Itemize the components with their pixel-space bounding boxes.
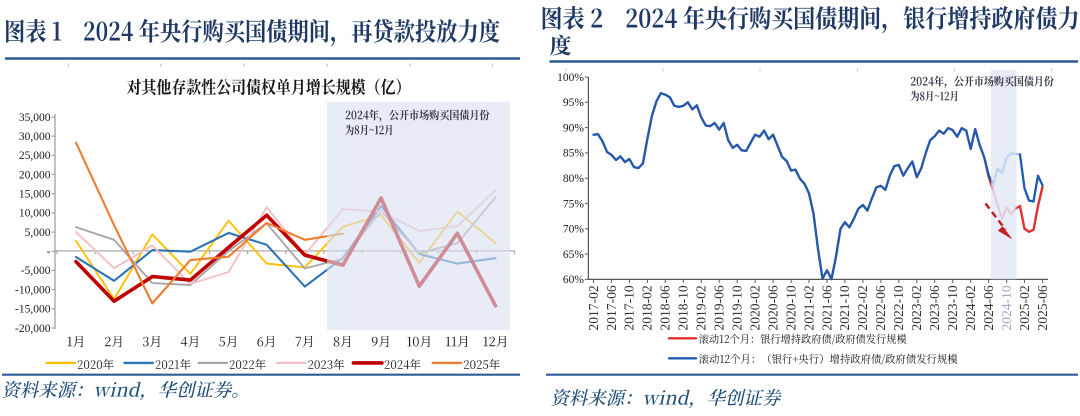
svg-text:2017-10: 2017-10 — [622, 285, 637, 331]
svg-text:2022-02: 2022-02 — [855, 285, 870, 331]
svg-text:20,000: 20,000 — [19, 169, 51, 181]
svg-text:30,000: 30,000 — [19, 131, 51, 143]
svg-text:2019-06: 2019-06 — [712, 285, 727, 331]
svg-text:65%: 65% — [563, 249, 585, 261]
svg-text:2022-06: 2022-06 — [873, 285, 888, 331]
svg-text:2017-02: 2017-02 — [586, 285, 601, 331]
svg-text:2024-06: 2024-06 — [981, 285, 996, 331]
svg-text:25,000: 25,000 — [19, 150, 51, 162]
svg-text:2023-06: 2023-06 — [927, 285, 942, 331]
svg-text:2025-02: 2025-02 — [1017, 285, 1032, 331]
svg-text:2018-10: 2018-10 — [676, 285, 691, 331]
svg-text:2024-02: 2024-02 — [963, 285, 978, 331]
svg-text:2018-02: 2018-02 — [640, 285, 655, 331]
svg-text:-15,000: -15,000 — [15, 304, 51, 316]
svg-text:35,000: 35,000 — [19, 112, 51, 124]
svg-text:15,000: 15,000 — [19, 189, 51, 201]
svg-text:2022-10: 2022-10 — [891, 285, 906, 331]
svg-text:2025-06: 2025-06 — [1035, 285, 1050, 331]
svg-text:2021-02: 2021-02 — [801, 285, 816, 331]
svg-text:75%: 75% — [563, 198, 585, 210]
svg-text:2020-02: 2020-02 — [747, 285, 762, 331]
svg-text:2019-02: 2019-02 — [694, 285, 709, 331]
svg-text:-: - — [47, 246, 51, 258]
svg-text:80%: 80% — [563, 173, 585, 185]
svg-text:85%: 85% — [563, 148, 585, 160]
svg-text:2023-10: 2023-10 — [945, 285, 960, 331]
svg-text:95%: 95% — [563, 97, 585, 109]
svg-text:2017-06: 2017-06 — [604, 285, 619, 331]
svg-text:2023-02: 2023-02 — [909, 285, 924, 331]
svg-text:-20,000: -20,000 — [15, 323, 51, 335]
svg-text:2024-10: 2024-10 — [999, 285, 1014, 331]
svg-text:2021-06: 2021-06 — [819, 285, 834, 331]
svg-text:2020-06: 2020-06 — [765, 285, 780, 331]
svg-text:90%: 90% — [563, 122, 585, 134]
svg-text:2019-10: 2019-10 — [730, 285, 745, 331]
svg-text:2021-10: 2021-10 — [837, 285, 852, 331]
svg-text:100%: 100% — [557, 72, 584, 84]
svg-text:60%: 60% — [563, 274, 585, 286]
svg-text:2018-06: 2018-06 — [658, 285, 673, 331]
svg-text:-5,000: -5,000 — [21, 265, 51, 277]
svg-text:-10,000: -10,000 — [15, 284, 51, 296]
svg-text:2020-10: 2020-10 — [783, 285, 798, 331]
svg-text:5,000: 5,000 — [25, 227, 51, 239]
svg-text:70%: 70% — [563, 224, 585, 236]
svg-text:10,000: 10,000 — [19, 208, 51, 220]
